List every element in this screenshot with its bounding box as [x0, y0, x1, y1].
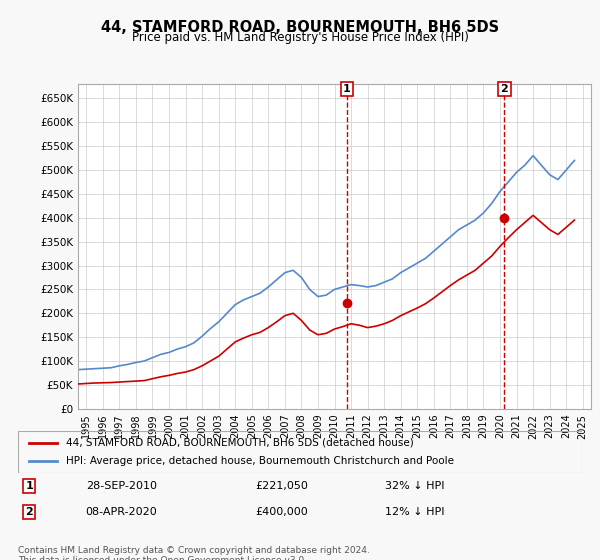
Text: HPI: Average price, detached house, Bournemouth Christchurch and Poole: HPI: Average price, detached house, Bour… — [66, 456, 454, 466]
Text: 2: 2 — [25, 507, 33, 517]
Text: £221,050: £221,050 — [255, 481, 308, 491]
Text: 1: 1 — [343, 84, 351, 94]
Text: 44, STAMFORD ROAD, BOURNEMOUTH, BH6 5DS: 44, STAMFORD ROAD, BOURNEMOUTH, BH6 5DS — [101, 20, 499, 35]
Text: 44, STAMFORD ROAD, BOURNEMOUTH, BH6 5DS (detached house): 44, STAMFORD ROAD, BOURNEMOUTH, BH6 5DS … — [66, 438, 413, 448]
Text: Price paid vs. HM Land Registry's House Price Index (HPI): Price paid vs. HM Land Registry's House … — [131, 31, 469, 44]
Text: 1: 1 — [25, 481, 33, 491]
Text: Contains HM Land Registry data © Crown copyright and database right 2024.
This d: Contains HM Land Registry data © Crown c… — [18, 546, 370, 560]
Text: 12% ↓ HPI: 12% ↓ HPI — [385, 507, 444, 517]
Text: £400,000: £400,000 — [255, 507, 308, 517]
Text: 08-APR-2020: 08-APR-2020 — [86, 507, 157, 517]
Text: 28-SEP-2010: 28-SEP-2010 — [86, 481, 157, 491]
Text: 32% ↓ HPI: 32% ↓ HPI — [385, 481, 444, 491]
Text: 2: 2 — [500, 84, 508, 94]
